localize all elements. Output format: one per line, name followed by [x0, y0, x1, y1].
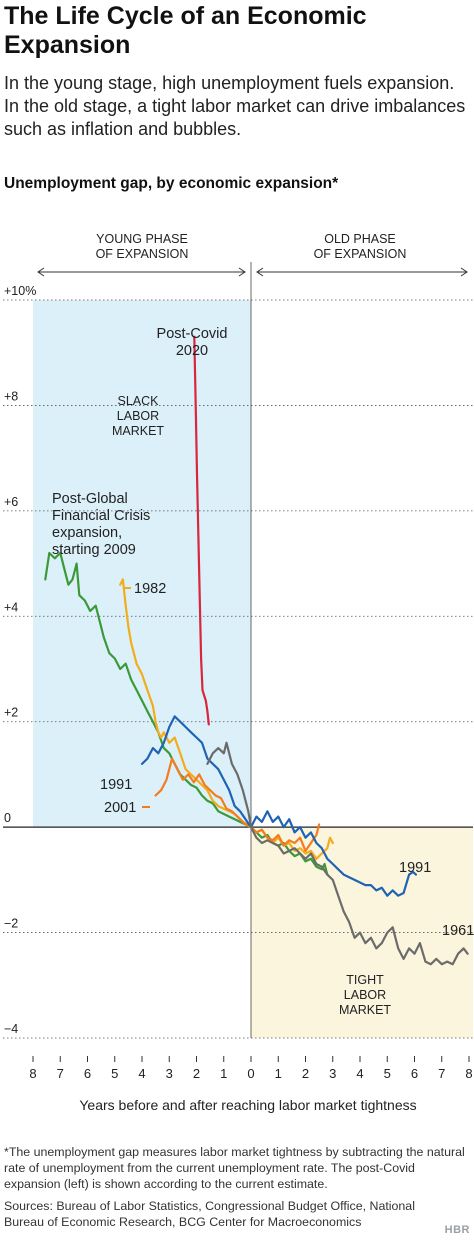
young-phase-label: YOUNG PHASE	[96, 232, 188, 246]
series-label-gfc: starting 2009	[52, 542, 136, 558]
x-tick-label: 3	[166, 1066, 173, 1081]
x-tick-label: 0	[247, 1066, 254, 1081]
series-line-s1991	[140, 715, 417, 897]
x-tick-label: 1	[220, 1066, 227, 1081]
y-tick-label: −4	[4, 1022, 18, 1036]
page-title: The Life Cycle of an Economic Expansion	[4, 2, 367, 59]
y-tick-label: +8	[4, 389, 18, 403]
x-tick-label: 4	[138, 1066, 145, 1081]
arrow-head-right-icon	[238, 267, 246, 277]
x-tick-label: 8	[29, 1066, 36, 1081]
slack-labor-market-label: MARKET	[112, 424, 164, 438]
y-tick-label: +6	[4, 495, 18, 509]
x-tick-label: 5	[111, 1066, 118, 1081]
young-phase-region	[33, 300, 251, 828]
y-tick-label: +4	[4, 600, 18, 614]
arrow-head-right-icon	[460, 267, 468, 277]
footnote: *The unemployment gap measures labor mar…	[4, 1145, 465, 1191]
y-tick-label: 0	[4, 811, 11, 825]
series-label-s1991: 1991	[399, 860, 431, 876]
page-subtitle: In the young stage, high unemployment fu…	[4, 73, 466, 139]
series-label-s2001: 2001	[104, 800, 136, 816]
tight-labor-market-label: MARKET	[339, 1003, 391, 1017]
series-line-s1961	[206, 741, 469, 966]
series-label-covid: Post-Covid	[157, 326, 228, 342]
x-tick-label: 2	[193, 1066, 200, 1081]
old-phase-label: OLD PHASE	[324, 232, 396, 246]
x-axis-label: Years before and after reaching labor ma…	[79, 1097, 416, 1113]
slack-labor-market-label: LABOR	[117, 409, 159, 423]
series-label-s1982: 1982	[134, 581, 166, 597]
x-tick-label: 6	[411, 1066, 418, 1081]
x-tick-label: 7	[57, 1066, 64, 1081]
y-tick-label: −2	[4, 917, 18, 931]
x-tick-label: 6	[84, 1066, 91, 1081]
hbr-logo: HBR	[444, 1224, 470, 1236]
arrow-head-left-icon	[256, 267, 264, 277]
series-label-covid: 2020	[176, 343, 208, 359]
series-label-gfc: expansion,	[52, 525, 122, 541]
tight-labor-market-label: TIGHT	[346, 973, 384, 987]
y-tick-label: +10%	[4, 284, 36, 298]
x-tick-label: 1	[275, 1066, 282, 1081]
arrow-head-left-icon	[37, 267, 45, 277]
slack-labor-market-label: SLACK	[118, 394, 160, 408]
tight-labor-market-label: LABOR	[344, 988, 386, 1002]
sources: Sources: Bureau of Labor Statistics, Con…	[4, 1199, 415, 1229]
x-tick-label: 8	[465, 1066, 472, 1081]
x-tick-label: 2	[302, 1066, 309, 1081]
x-tick-label: 5	[384, 1066, 391, 1081]
series-line-s2001	[154, 757, 321, 852]
chart-title: Unemployment gap, by economic expansion*	[4, 175, 339, 192]
y-tick-label: +2	[4, 706, 18, 720]
series-label-s1961: 1961	[442, 923, 474, 939]
series-line-s1982	[119, 578, 334, 860]
young-phase-label: OF EXPANSION	[96, 247, 189, 261]
x-tick-label: 7	[438, 1066, 445, 1081]
x-tick-label: 4	[356, 1066, 363, 1081]
old-phase-label: OF EXPANSION	[314, 247, 407, 261]
series-label-gfc: Financial Crisis	[52, 508, 150, 524]
series-label-s1991: 1991	[100, 777, 132, 793]
series-label-gfc: Post-Global	[52, 491, 128, 507]
series-line-covid	[193, 335, 210, 726]
x-tick-label: 3	[329, 1066, 336, 1081]
